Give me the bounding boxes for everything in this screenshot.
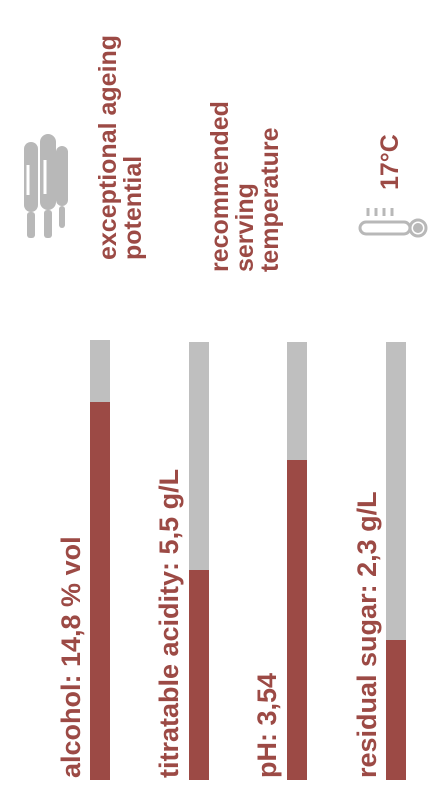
wine-bottles-icon bbox=[24, 134, 68, 238]
alcohol-label: alcohol: 14,8 % vol bbox=[56, 536, 86, 778]
serving-temperature-value: 17°C bbox=[376, 134, 404, 190]
residual-sugar-label: residual sugar: 2,3 g/L bbox=[352, 491, 382, 778]
ph-level-fill bbox=[287, 460, 307, 780]
titratable-acidity-label: titratable acidity: 5,5 g/L bbox=[154, 468, 184, 778]
alcohol-level-fill bbox=[90, 401, 110, 780]
residual-sugar-level-fill bbox=[386, 639, 406, 780]
ph-level-bar bbox=[287, 342, 307, 780]
serving-temperature-label: recommended serving temperature bbox=[206, 101, 284, 272]
thermometer-icon bbox=[358, 208, 428, 238]
residual-sugar-level-bar bbox=[386, 342, 406, 780]
ph-label: pH: 3,54 bbox=[252, 672, 282, 778]
ageing-label: exceptional ageing potential bbox=[94, 34, 147, 260]
alcohol-level-bar bbox=[90, 340, 110, 780]
titratable-acidity-level-bar bbox=[189, 342, 209, 780]
titratable-acidity-level-fill bbox=[189, 569, 209, 780]
